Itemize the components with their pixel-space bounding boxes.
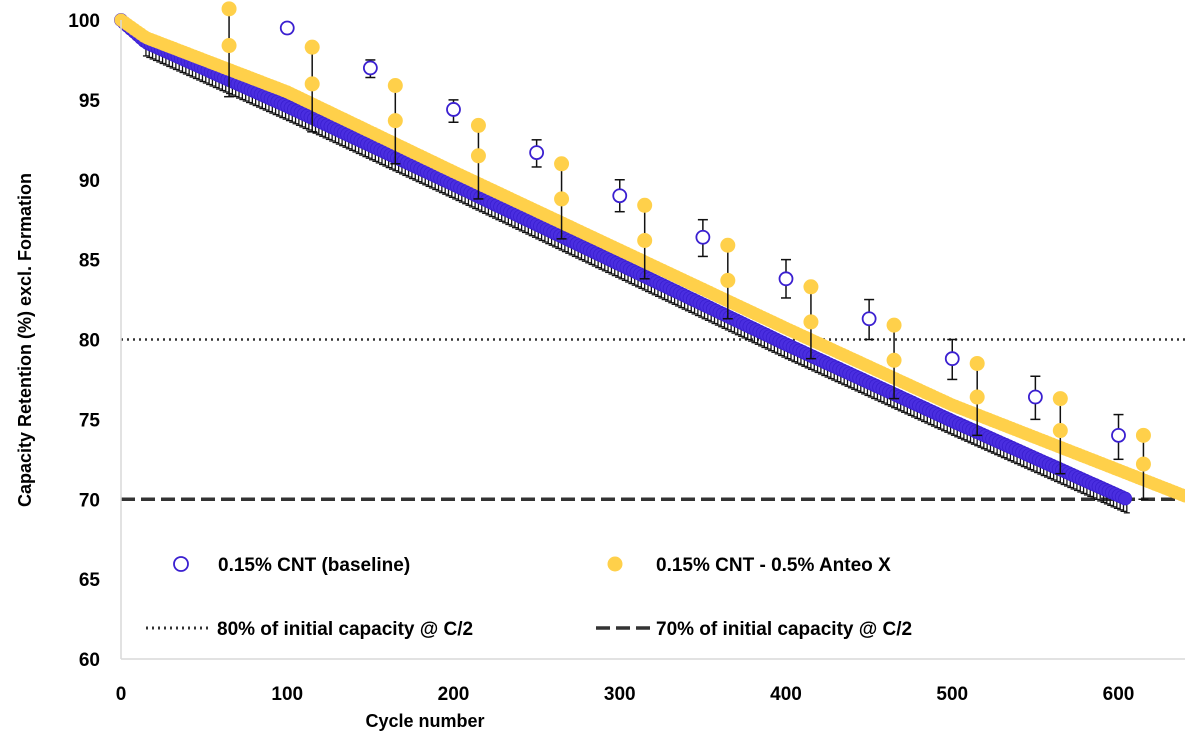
marker-baseline bbox=[778, 271, 794, 287]
marker-anteo bbox=[387, 113, 403, 129]
marker-baseline bbox=[695, 229, 711, 245]
legend-marker-baseline bbox=[173, 556, 189, 572]
marker-baseline bbox=[362, 60, 378, 76]
y-tick-label: 85 bbox=[79, 251, 101, 272]
x-tick-label: 200 bbox=[438, 684, 470, 705]
marker-anteo bbox=[554, 191, 570, 207]
x-tick-label: 600 bbox=[1103, 684, 1135, 705]
y-tick-label: 65 bbox=[79, 570, 101, 591]
marker-anteo bbox=[969, 355, 985, 371]
series-anteo-markers bbox=[221, 1, 1151, 500]
reference-lines bbox=[121, 338, 1185, 501]
data-point-baseline bbox=[1118, 491, 1133, 506]
legend-marker-anteo bbox=[607, 556, 623, 572]
marker-anteo bbox=[720, 237, 736, 253]
marker-anteo bbox=[803, 279, 819, 295]
legend-label-anteo: 0.15% CNT - 0.5% Anteo X bbox=[656, 555, 891, 576]
series-anteo-trace bbox=[114, 13, 1185, 503]
legend: 0.15% CNT (baseline) 0.15% CNT - 0.5% An… bbox=[146, 555, 912, 640]
x-axis-title: Cycle number bbox=[365, 711, 484, 731]
marker-anteo bbox=[886, 352, 902, 368]
marker-anteo bbox=[470, 117, 486, 133]
marker-anteo bbox=[1052, 423, 1068, 439]
marker-anteo bbox=[304, 76, 320, 92]
legend-label-baseline: 0.15% CNT (baseline) bbox=[218, 555, 410, 576]
x-tick-label: 100 bbox=[271, 684, 303, 705]
data-point-anteo bbox=[1178, 489, 1185, 503]
marker-baseline bbox=[944, 351, 960, 367]
marker-baseline bbox=[446, 102, 461, 117]
marker-baseline bbox=[279, 20, 295, 36]
y-tick-label: 75 bbox=[79, 410, 101, 431]
y-tick-label: 70 bbox=[79, 490, 100, 511]
tick-labels: 0 100 200 300 400 500 600 60 65 70 75 80 85 90 95 100 bbox=[68, 11, 1134, 705]
marker-baseline bbox=[1111, 427, 1126, 443]
y-tick-label: 95 bbox=[79, 91, 101, 112]
marker-anteo bbox=[803, 314, 819, 330]
marker-baseline bbox=[529, 145, 545, 160]
marker-anteo bbox=[969, 389, 985, 405]
marker-baseline bbox=[612, 188, 628, 204]
y-tick-label: 80 bbox=[79, 331, 100, 352]
marker-anteo bbox=[221, 38, 237, 54]
marker-anteo bbox=[886, 317, 902, 333]
marker-baseline bbox=[861, 311, 877, 327]
legend-label-80: 80% of initial capacity @ C/2 bbox=[217, 619, 473, 640]
x-tick-label: 300 bbox=[604, 684, 636, 705]
x-tick-label: 400 bbox=[770, 684, 802, 705]
marker-anteo bbox=[304, 39, 320, 55]
marker-anteo bbox=[1135, 456, 1151, 472]
y-tick-label: 60 bbox=[79, 650, 100, 671]
marker-baseline bbox=[1027, 389, 1043, 405]
marker-anteo bbox=[637, 197, 653, 213]
x-tick-label: 500 bbox=[936, 684, 968, 705]
plot-area bbox=[114, 1, 1185, 514]
marker-anteo bbox=[387, 77, 403, 93]
marker-anteo bbox=[720, 272, 736, 288]
marker-anteo bbox=[554, 156, 570, 172]
legend-label-70: 70% of initial capacity @ C/2 bbox=[656, 619, 912, 640]
x-tick-label: 0 bbox=[116, 684, 127, 705]
axes bbox=[120, 20, 1185, 660]
y-tick-label: 100 bbox=[68, 11, 100, 32]
y-tick-label: 90 bbox=[79, 171, 100, 192]
y-axis-title: Capacity Retention (%) excl. Formation bbox=[15, 173, 35, 507]
marker-anteo bbox=[470, 148, 486, 164]
marker-anteo bbox=[1135, 427, 1151, 443]
marker-anteo bbox=[637, 232, 653, 248]
marker-anteo bbox=[1052, 391, 1068, 407]
series-baseline-markers bbox=[279, 20, 1126, 461]
marker-anteo bbox=[221, 1, 237, 17]
